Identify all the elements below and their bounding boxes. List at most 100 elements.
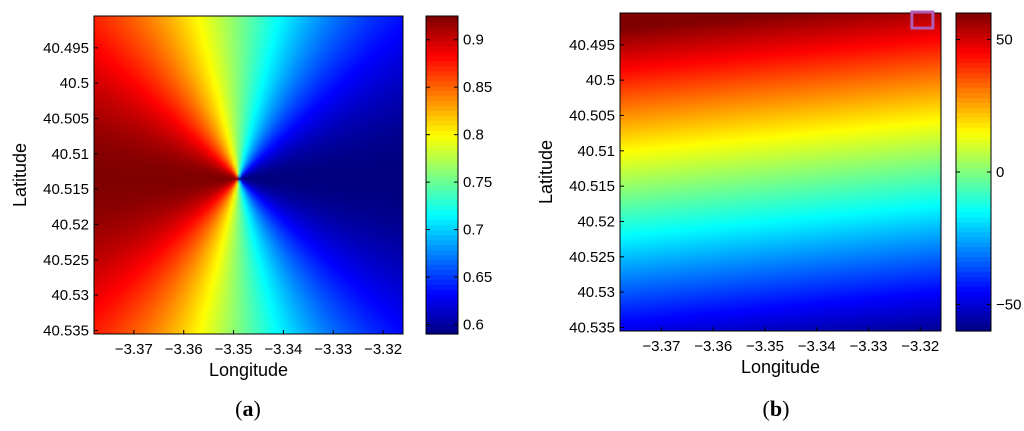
x-tick-label: −3.33 [850,338,888,355]
colorbar-segment [956,196,991,203]
colorbar-segment [956,266,991,272]
colorbar-segment [956,147,991,153]
colorbar-segment [426,234,458,241]
colorbar-segment [956,137,991,143]
colorbar-segment [426,110,458,116]
x-tick-label: −3.32 [364,341,402,358]
x-axis-label: Longitude [209,360,288,380]
plot-frame [93,15,404,335]
colorbar-frame [425,15,459,335]
colorbar-segment [956,162,991,168]
location-marker [910,10,935,30]
colorbar-segment [426,259,458,266]
colorbar-segment [956,87,991,94]
colorbar-segment [956,142,991,148]
x-tick-label: −3.33 [314,341,352,358]
colorbar-segment [426,184,458,191]
colorbar-segment [426,279,458,285]
colorbar-segment [956,216,991,223]
colorbar-segment [956,152,991,158]
x-tick-label: −3.34 [264,341,302,358]
colorbar-segment [956,97,991,104]
colorbar-segment [956,221,991,228]
colorbar-segment [426,150,458,156]
colorbar-segment [426,45,458,52]
colorbar-segment [956,176,991,183]
colorbar-segment [426,229,458,236]
y-tick-label: 40.535 [43,322,89,339]
y-tick-label: 40.52 [51,216,89,233]
colorbar-segment [956,67,991,74]
colorbar-segment [426,100,458,107]
colorbar-segment [426,264,458,271]
plot-frame [619,12,942,332]
colorbar-segment [426,319,458,325]
colorbar-segment [956,211,991,218]
colorbar-segment [426,50,458,57]
colorbar-tick-label: 0.8 [463,127,484,144]
colorbar-segment [426,289,458,295]
colorbar-segment [956,296,991,302]
colorbar-segment [426,115,458,121]
colorbar-segment [956,271,991,277]
colorbar-segment [956,306,991,312]
colorbar-segment [956,326,991,332]
colorbar-segment [956,276,991,282]
colorbar-segment [956,77,991,84]
colorbar-segment [426,85,458,92]
colorbar-segment [426,165,458,171]
y-tick-label: 40.525 [43,252,89,269]
colorbar-segment [956,42,991,49]
colorbar-segment [426,40,458,47]
x-tick-label: −3.32 [901,338,939,355]
colorbar-segment [426,95,458,102]
colorbar-segment [426,204,458,211]
colorbar-segment [426,179,458,186]
colorbar-segment [956,181,991,188]
y-tick-label: 40.525 [569,249,615,266]
colorbar-segment [426,209,458,216]
colorbar-tick-label: 50 [996,32,1013,49]
colorbar-segment [426,75,458,82]
colorbar-segment [426,244,458,251]
colorbar-segment [426,65,458,72]
chart-panel-b: −3.37 −3.36 −3.35 −3.34 −3.33 −3.32 40.495 40.5… [536,10,1021,377]
colorbar-segment [426,30,458,37]
colorbar-segment [956,72,991,79]
colorbar-segment [426,25,458,32]
colorbar-segment [956,27,991,34]
colorbar-segment [426,299,458,305]
colorbar-segment [956,261,991,268]
colorbar-segment [426,120,458,126]
y-tick-label: 40.505 [43,110,89,127]
colorbar-segment [426,170,458,176]
y-tick-label: 40.515 [569,178,615,195]
colorbar-segment [956,236,991,243]
colorbar-tick-label: 0.7 [463,222,484,239]
colorbar-segment [426,105,458,112]
colorbar-segment [956,122,991,128]
colorbar-segment [426,199,458,206]
y-tick-label: 40.5 [60,75,89,92]
colorbar-segment [956,286,991,292]
colorbar-segment [426,160,458,166]
colorbar-segment [426,194,458,201]
colorbar-segment [956,37,991,44]
colorbar-segment [426,80,458,87]
x-tick-label: −3.35 [215,341,253,358]
y-tick-label: 40.51 [577,143,615,160]
colorbar-segment [426,329,458,335]
y-tick-label: 40.5 [586,72,615,89]
y-tick-label: 40.495 [569,37,615,54]
colorbar-tick-label: 0.75 [463,174,492,191]
x-tick-label: −3.36 [694,338,732,355]
colorbar-segment [956,291,991,297]
colorbar-segment [426,294,458,300]
colorbar-segment [956,226,991,233]
colorbar-segment [426,324,458,330]
colorbar-segment [956,172,991,178]
colorbar-segment [426,135,458,141]
colorbar-segment [426,219,458,226]
colorbar-tick-label: −50 [996,297,1021,314]
